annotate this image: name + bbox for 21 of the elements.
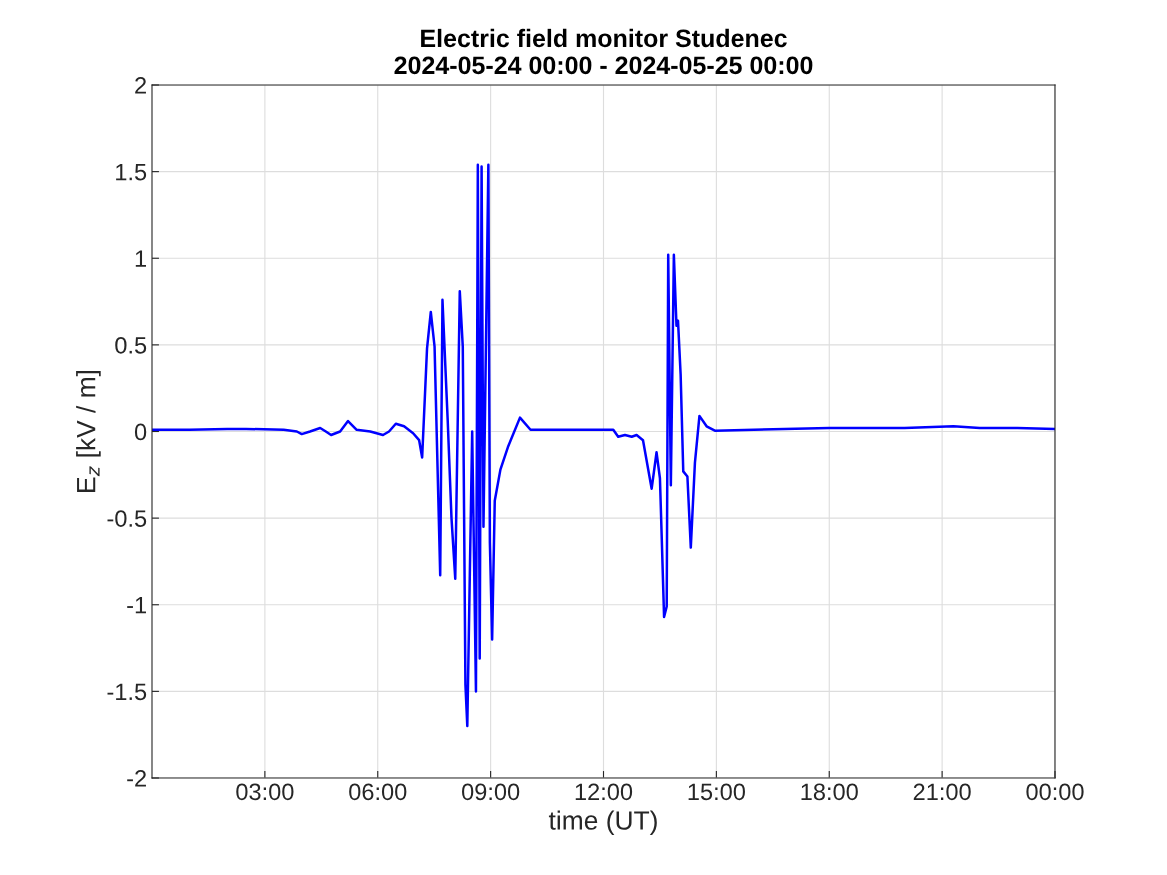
y-tick-label: -1 xyxy=(127,597,146,614)
x-tick-label: 21:00 xyxy=(913,783,971,801)
y-tick-label: 1 xyxy=(135,250,146,267)
y-tick-label: 2 xyxy=(135,77,146,94)
x-tick-label: 00:00 xyxy=(1026,783,1084,801)
chart-title: Electric field monitor Studenec 2024-05-24 00:00 - 2024-05-25 00:00 xyxy=(394,28,813,75)
line-series xyxy=(152,163,1055,728)
x-tick-label: 06:00 xyxy=(349,783,407,801)
x-tick-label: 12:00 xyxy=(575,783,633,801)
x-axis-title: time (UT) xyxy=(548,810,657,836)
y-tick-label: 0.5 xyxy=(115,336,147,354)
x-tick-label: 15:00 xyxy=(688,783,745,801)
y-tick-label: -1.5 xyxy=(107,683,147,701)
y-tick-label: 0 xyxy=(134,423,147,441)
y-axis-title: E$_{z}$ [kV / m] xyxy=(76,370,101,492)
y-tick-label: -2 xyxy=(127,770,146,787)
x-tick-label: 18:00 xyxy=(801,783,858,801)
y-tick-label: -0.5 xyxy=(107,510,147,527)
x-tick-label: 03:00 xyxy=(236,783,294,801)
x-tick-label: 09:00 xyxy=(462,783,520,801)
y-tick-label: 1.5 xyxy=(116,163,147,181)
